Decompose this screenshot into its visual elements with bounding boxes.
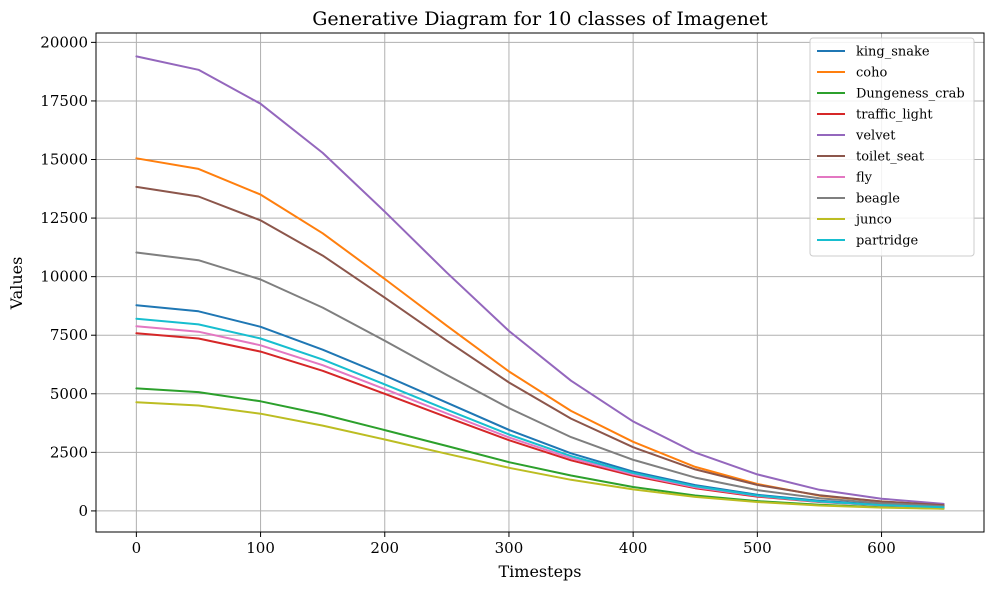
y-tick-label: 12500 [40, 209, 88, 227]
legend-label: traffic_light [856, 108, 933, 123]
x-tick-label: 300 [495, 539, 524, 557]
y-tick-label: 5000 [50, 385, 88, 403]
legend-label: king_snake [856, 45, 930, 60]
x-axis-label: Timesteps [499, 562, 582, 581]
y-tick-label: 17500 [40, 92, 88, 110]
x-tick-label: 600 [867, 539, 896, 557]
y-axis-label: Values [7, 257, 26, 311]
x-tick-label: 400 [619, 539, 648, 557]
x-tick-label: 100 [246, 539, 275, 557]
chart-title: Generative Diagram for 10 classes of Ima… [312, 8, 768, 30]
x-tick-label: 200 [370, 539, 399, 557]
plot-frame [95, 32, 985, 533]
series-line-velvet [135, 55, 945, 505]
legend-box [809, 37, 975, 257]
legend-label: beagle [856, 192, 900, 207]
legend-label: Dungeness_crab [856, 87, 965, 102]
legend-label: velvet [855, 129, 896, 144]
x-tick-label: 500 [743, 539, 772, 557]
legend-label: fly [856, 171, 873, 186]
legend-label: toilet_seat [856, 150, 925, 165]
axis-ticks: 0 100 200 300 400 500 600 0 2500 5000 7500 10000 125… [40, 33, 896, 557]
legend-label: coho [856, 66, 887, 81]
legend-label: partridge [856, 234, 919, 249]
series-line-toilet-seat [135, 185, 945, 507]
x-tick-label: 0 [132, 539, 142, 557]
series-line-traffic-light [135, 332, 945, 509]
legend-label: junco [854, 213, 892, 228]
y-tick-label: 2500 [50, 443, 88, 461]
y-tick-label: 15000 [40, 151, 88, 169]
series-line-beagle [135, 251, 945, 508]
series-line-junco [135, 401, 945, 510]
y-tick-label: 20000 [40, 33, 88, 51]
series-lines [135, 55, 945, 510]
series-line-fly [135, 325, 945, 509]
y-tick-label: 10000 [40, 268, 88, 286]
series-line-partridge [135, 317, 945, 509]
y-tick-label: 0 [78, 502, 88, 520]
y-tick-label: 7500 [50, 326, 88, 344]
